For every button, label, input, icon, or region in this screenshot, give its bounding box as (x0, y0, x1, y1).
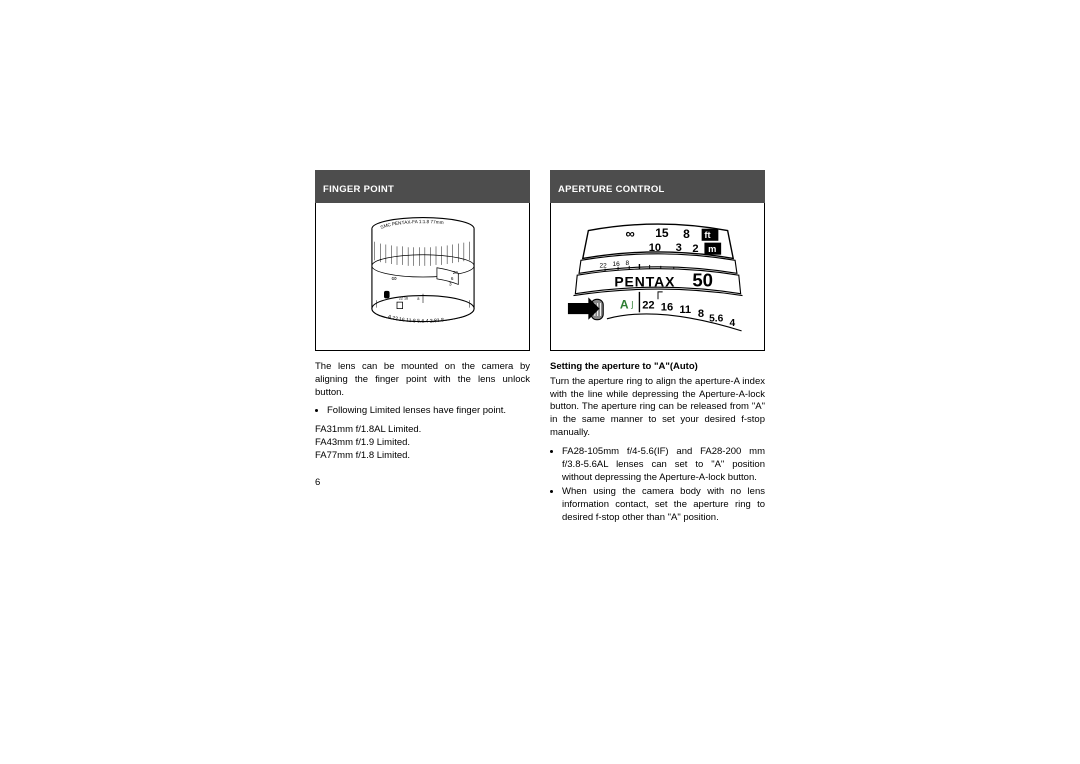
svg-text:11: 11 (679, 304, 691, 316)
left-para1: The lens can be mounted on the camera by… (315, 361, 530, 399)
svg-text:∞: ∞ (625, 226, 634, 241)
svg-text:15: 15 (655, 226, 669, 240)
left-bullet1: Following Limited lenses have finger poi… (327, 405, 530, 418)
page-number: 6 (315, 477, 530, 488)
svg-text:8: 8 (697, 307, 703, 319)
left-header: FINGER POINT (315, 170, 530, 203)
svg-text:∞: ∞ (391, 273, 396, 282)
svg-text:6: 6 (450, 275, 453, 280)
svg-text:50: 50 (692, 269, 713, 290)
right-header: APERTURE CONTROL (550, 170, 765, 203)
left-figure: SMC PENTAX-FA 1:1.8 77mm 20 (315, 203, 530, 351)
left-bullets: Following Limited lenses have finger poi… (315, 405, 530, 418)
svg-text:m: m (708, 243, 716, 253)
svg-text:3: 3 (449, 281, 452, 286)
aperture-illustration: ∞ 15 8 ft 10 3 2 m 22 16 8 (558, 212, 758, 342)
lens-illustration: SMC PENTAX-FA 1:1.8 77mm 20 (348, 212, 498, 342)
svg-text:2: 2 (692, 242, 698, 254)
svg-text:20: 20 (452, 270, 458, 275)
right-column: APERTURE CONTROL ∞ 15 8 ft 10 3 2 m (550, 170, 765, 527)
svg-text:10: 10 (648, 242, 660, 254)
lens1: FA31mm f/1.8AL Limited. (315, 424, 530, 437)
svg-text:22: 22 (642, 299, 654, 311)
lens2: FA43mm f/1.9 Limited. (315, 437, 530, 450)
svg-text:A: A (619, 297, 628, 311)
right-figure: ∞ 15 8 ft 10 3 2 m 22 16 8 (550, 203, 765, 351)
svg-text:PENTAX: PENTAX (614, 273, 675, 289)
svg-text:22 16: 22 16 (398, 296, 407, 300)
right-para1: Turn the aperture ring to align the aper… (550, 376, 765, 440)
svg-text:8: 8 (683, 227, 690, 241)
lens-list: FA31mm f/1.8AL Limited. FA43mm f/1.9 Lim… (315, 424, 530, 462)
lens3: FA77mm f/1.8 Limited. (315, 450, 530, 463)
left-column: FINGER POINT SMC PENTAX-FA 1:1.8 77mm (315, 170, 530, 527)
right-bullet1: FA28-105mm f/4-5.6(IF) and FA28-200 mm f… (562, 446, 765, 484)
svg-text:8: 8 (417, 297, 419, 301)
svg-text:3: 3 (675, 242, 681, 254)
right-bullet2: When using the camera body with no lens … (562, 486, 765, 524)
svg-text:ft: ft (704, 230, 710, 240)
right-subhead: Setting the aperture to "A"(Auto) (550, 361, 765, 374)
svg-text:16: 16 (660, 301, 672, 313)
svg-text:⌋: ⌋ (630, 299, 633, 309)
svg-text:22: 22 (599, 262, 607, 269)
svg-text:16: 16 (612, 260, 620, 267)
right-bullets: FA28-105mm f/4-5.6(IF) and FA28-200 mm f… (550, 446, 765, 525)
